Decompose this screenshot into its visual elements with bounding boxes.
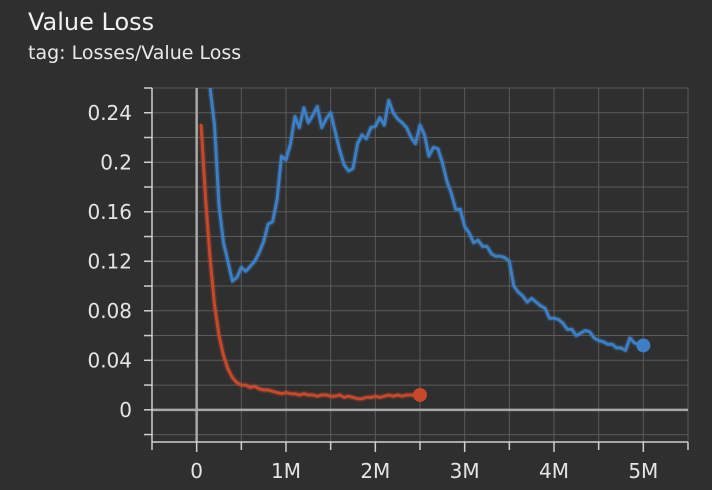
x-tick-label: 0 [190,459,203,483]
x-tick-label: 3M [450,459,480,483]
chart-title: Value Loss [28,8,155,36]
y-tick-label: 0 [119,398,132,422]
x-tick-label: 2M [360,459,390,483]
series-group [198,88,645,402]
y-tick-label: 0.04 [87,348,132,372]
y-tick-label: 0.16 [87,200,132,224]
tick-labels: 0 0.04 0.08 0.12 0.16 0.2 0.24 0 1M 2M 3M 4M 5M [87,101,658,483]
x-tick-label: 1M [271,459,301,483]
chart-tag: tag: Losses/Value Loss [28,42,242,64]
series-0-endpoint[interactable] [636,338,651,353]
y-tick-label: 0.12 [87,249,132,273]
series-0-line[interactable] [208,88,645,352]
y-tick-label: 0.08 [87,299,132,323]
y-tick-label: 0.24 [87,101,132,125]
x-tick-label: 5M [628,459,658,483]
series-1-shadow [198,124,420,402]
series-1-endpoint[interactable] [413,387,427,402]
axes [144,87,689,452]
series-1-line[interactable] [199,123,422,401]
x-tick-label: 4M [539,459,569,483]
y-tick-label: 0.2 [100,150,132,174]
